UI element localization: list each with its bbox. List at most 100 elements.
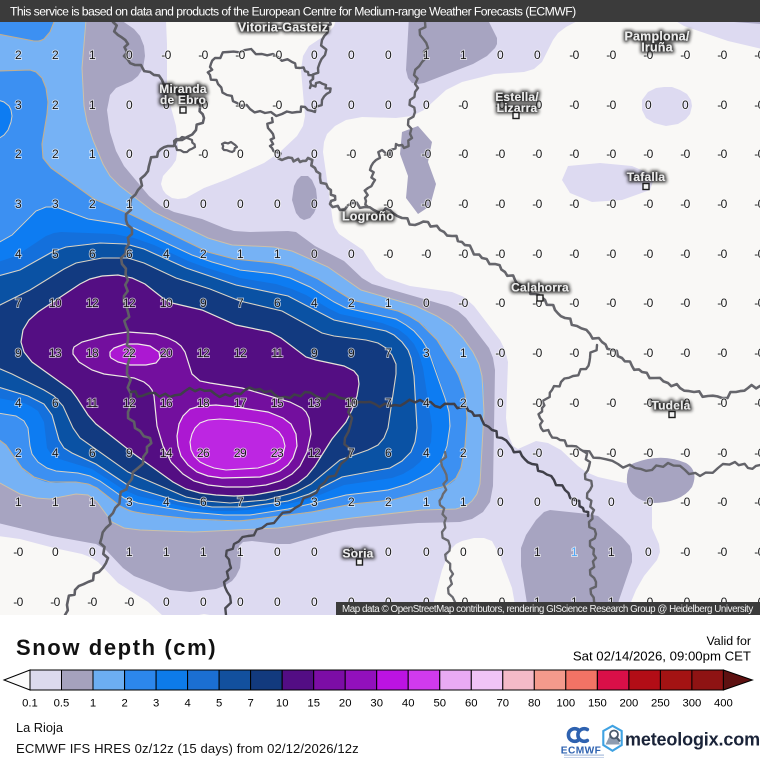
svg-text:5: 5 bbox=[216, 698, 222, 710]
svg-text:2: 2 bbox=[52, 98, 59, 112]
svg-text:100: 100 bbox=[556, 698, 575, 710]
svg-text:5: 5 bbox=[274, 495, 281, 509]
svg-text:-0: -0 bbox=[569, 446, 579, 460]
svg-text:Tafalla: Tafalla bbox=[627, 170, 666, 184]
svg-text:-0: -0 bbox=[754, 296, 760, 310]
svg-text:-0: -0 bbox=[272, 98, 282, 112]
svg-text:0: 0 bbox=[423, 296, 430, 310]
svg-text:-0: -0 bbox=[717, 98, 727, 112]
svg-text:4: 4 bbox=[423, 396, 430, 410]
svg-text:Logroño: Logroño bbox=[342, 210, 394, 224]
svg-text:9: 9 bbox=[348, 346, 355, 360]
svg-text:18: 18 bbox=[86, 346, 99, 360]
svg-text:-0: -0 bbox=[458, 247, 468, 261]
svg-text:Pamplona/: Pamplona/ bbox=[624, 30, 689, 44]
svg-text:-0: -0 bbox=[495, 147, 505, 161]
svg-text:-0: -0 bbox=[569, 48, 579, 62]
svg-text:12: 12 bbox=[197, 346, 210, 360]
svg-text:2: 2 bbox=[52, 48, 59, 62]
svg-text:-0: -0 bbox=[235, 48, 245, 62]
svg-text:7: 7 bbox=[348, 446, 355, 460]
svg-text:0: 0 bbox=[52, 545, 59, 559]
svg-text:1: 1 bbox=[89, 98, 96, 112]
svg-text:-0: -0 bbox=[680, 346, 690, 360]
svg-text:6: 6 bbox=[385, 446, 392, 460]
svg-text:-0: -0 bbox=[754, 396, 760, 410]
svg-text:-0: -0 bbox=[569, 98, 579, 112]
svg-text:3: 3 bbox=[423, 346, 430, 360]
svg-text:1: 1 bbox=[608, 545, 615, 559]
svg-text:4: 4 bbox=[184, 698, 190, 710]
svg-text:12: 12 bbox=[86, 296, 99, 310]
svg-text:6: 6 bbox=[200, 495, 207, 509]
svg-text:-0: -0 bbox=[680, 495, 690, 509]
svg-text:0: 0 bbox=[274, 197, 281, 211]
svg-text:-0: -0 bbox=[87, 595, 97, 609]
svg-text:3: 3 bbox=[15, 197, 22, 211]
svg-text:-0: -0 bbox=[532, 98, 542, 112]
svg-text:2: 2 bbox=[89, 197, 96, 211]
svg-text:6: 6 bbox=[89, 446, 96, 460]
svg-text:1: 1 bbox=[15, 495, 22, 509]
svg-text:6: 6 bbox=[52, 396, 59, 410]
svg-text:0: 0 bbox=[348, 98, 355, 112]
svg-text:1: 1 bbox=[89, 48, 96, 62]
svg-text:7: 7 bbox=[385, 346, 392, 360]
svg-text:-0: -0 bbox=[495, 197, 505, 211]
svg-text:11: 11 bbox=[271, 346, 283, 360]
svg-text:-0: -0 bbox=[643, 346, 653, 360]
svg-text:-0: -0 bbox=[458, 296, 468, 310]
svg-text:2: 2 bbox=[15, 446, 22, 460]
svg-text:4: 4 bbox=[52, 446, 59, 460]
svg-text:10: 10 bbox=[276, 698, 289, 710]
svg-text:20: 20 bbox=[339, 698, 352, 710]
svg-text:0: 0 bbox=[348, 48, 355, 62]
svg-text:-0: -0 bbox=[717, 545, 727, 559]
svg-text:-0: -0 bbox=[421, 147, 431, 161]
svg-text:17: 17 bbox=[234, 396, 247, 410]
svg-text:-0: -0 bbox=[606, 247, 616, 261]
svg-text:0: 0 bbox=[311, 197, 318, 211]
svg-text:1: 1 bbox=[534, 545, 541, 559]
svg-text:meteologix.com: meteologix.com bbox=[625, 730, 760, 750]
svg-text:-0: -0 bbox=[13, 545, 23, 559]
svg-text:-0: -0 bbox=[680, 396, 690, 410]
svg-text:-0: -0 bbox=[680, 147, 690, 161]
svg-text:-0: -0 bbox=[458, 147, 468, 161]
svg-text:0: 0 bbox=[126, 98, 133, 112]
svg-text:0: 0 bbox=[163, 147, 170, 161]
svg-text:-0: -0 bbox=[421, 197, 431, 211]
svg-text:20: 20 bbox=[160, 346, 173, 360]
svg-text:4: 4 bbox=[163, 247, 170, 261]
svg-text:0: 0 bbox=[608, 495, 615, 509]
svg-text:2: 2 bbox=[348, 495, 355, 509]
svg-text:0: 0 bbox=[163, 98, 170, 112]
svg-text:Snow depth (cm): Snow depth (cm) bbox=[16, 635, 217, 660]
svg-text:This service is based on data: This service is based on data and produc… bbox=[10, 5, 576, 19]
svg-text:Iruña: Iruña bbox=[641, 40, 673, 54]
svg-text:3: 3 bbox=[52, 197, 59, 211]
svg-text:5: 5 bbox=[52, 247, 59, 261]
svg-text:4: 4 bbox=[423, 446, 430, 460]
svg-text:0: 0 bbox=[311, 247, 318, 261]
svg-text:-0: -0 bbox=[680, 247, 690, 261]
svg-text:-0: -0 bbox=[643, 296, 653, 310]
svg-text:-0: -0 bbox=[532, 197, 542, 211]
svg-text:Vitoria-Gasteiz: Vitoria-Gasteiz bbox=[238, 21, 328, 35]
svg-text:1: 1 bbox=[89, 495, 96, 509]
svg-text:0: 0 bbox=[682, 98, 689, 112]
svg-text:30: 30 bbox=[370, 698, 383, 710]
svg-text:0: 0 bbox=[645, 98, 652, 112]
svg-text:0: 0 bbox=[497, 396, 504, 410]
svg-text:-0: -0 bbox=[569, 346, 579, 360]
svg-text:150: 150 bbox=[588, 698, 607, 710]
svg-text:4: 4 bbox=[163, 495, 170, 509]
svg-text:16: 16 bbox=[160, 396, 173, 410]
svg-text:2: 2 bbox=[121, 698, 127, 710]
svg-text:-0: -0 bbox=[606, 396, 616, 410]
svg-text:-0: -0 bbox=[383, 147, 393, 161]
svg-text:-0: -0 bbox=[717, 495, 727, 509]
svg-text:-0: -0 bbox=[754, 346, 760, 360]
svg-text:-0: -0 bbox=[643, 197, 653, 211]
svg-text:1: 1 bbox=[126, 197, 133, 211]
